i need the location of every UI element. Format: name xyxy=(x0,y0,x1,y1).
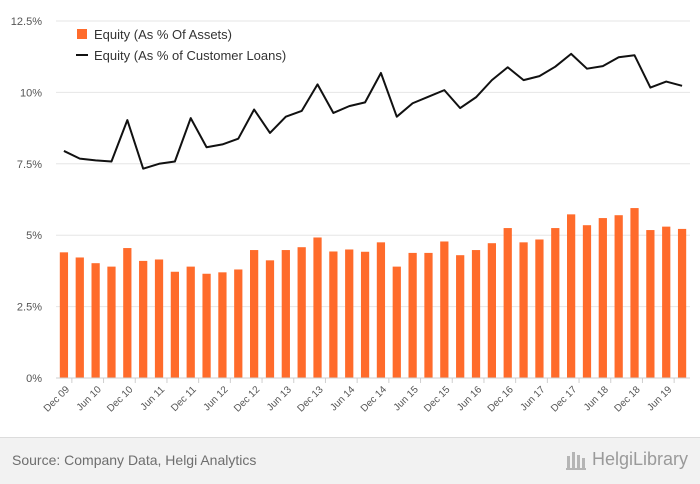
bar[interactable] xyxy=(424,252,433,378)
y-tick-label: 0% xyxy=(26,373,42,385)
x-tick-label: Dec 14 xyxy=(359,384,389,414)
y-tick-label: 10% xyxy=(20,87,42,99)
x-tick-label: Jun 10 xyxy=(75,384,104,413)
bar-series xyxy=(59,208,687,378)
source-text: Source: Company Data, Helgi Analytics xyxy=(12,452,257,468)
bar[interactable] xyxy=(456,255,465,378)
bar[interactable] xyxy=(202,273,211,378)
bar[interactable] xyxy=(91,263,100,378)
bar[interactable] xyxy=(630,208,639,378)
bar[interactable] xyxy=(250,250,259,378)
x-tick-label: Dec 17 xyxy=(549,384,579,414)
x-tick-label: Dec 13 xyxy=(295,384,325,414)
legend-label-line[interactable]: Equity (As % of Customer Loans) xyxy=(94,48,286,63)
bar[interactable] xyxy=(265,260,275,378)
brand-logo[interactable]: HelgiLibrary xyxy=(565,448,688,470)
x-tick-label: Dec 12 xyxy=(232,384,262,414)
brand-name: HelgiLibrary xyxy=(591,448,688,469)
bar[interactable] xyxy=(329,251,338,378)
bar[interactable] xyxy=(107,266,116,378)
bar[interactable] xyxy=(376,242,386,378)
x-tick-label: Dec 16 xyxy=(486,384,516,414)
x-tick-label: Jun 12 xyxy=(202,384,231,413)
bar[interactable] xyxy=(519,242,528,378)
bar[interactable] xyxy=(75,257,84,378)
bar[interactable] xyxy=(471,250,481,378)
y-tick-label: 12.5% xyxy=(11,16,42,28)
bar[interactable] xyxy=(535,239,544,378)
x-tick-label: Jun 19 xyxy=(645,384,674,413)
chart: 0%2.5%5%7.5%10%12.5% Dec 09 Jun 10 Dec 10 J… xyxy=(11,16,690,415)
bar[interactable] xyxy=(392,266,401,378)
bar[interactable] xyxy=(234,269,243,378)
footer: Source: Company Data, Helgi Analytics He… xyxy=(0,437,700,484)
x-tick-label: Dec 15 xyxy=(422,384,452,414)
bar[interactable] xyxy=(598,218,607,378)
bar[interactable] xyxy=(139,260,148,378)
x-tick-label: Jun 18 xyxy=(582,384,611,413)
x-tick-label: Dec 10 xyxy=(105,384,135,414)
bar[interactable] xyxy=(582,225,592,378)
bar[interactable] xyxy=(313,237,322,378)
bar[interactable] xyxy=(360,251,370,378)
bar[interactable] xyxy=(487,243,496,378)
bar[interactable] xyxy=(297,247,306,378)
x-tick-label: Jun 15 xyxy=(392,384,421,413)
y-tick-label: 2.5% xyxy=(17,302,42,314)
bar[interactable] xyxy=(614,215,623,378)
legend: Equity (As % Of Assets) Equity (As % of … xyxy=(76,27,286,63)
x-axis: Dec 09 Jun 10 Dec 10 Jun 11 Dec 11 Jun 12 Dec … xyxy=(42,377,690,415)
bar[interactable] xyxy=(677,228,687,378)
bar[interactable] xyxy=(567,214,576,378)
legend-label-bar[interactable]: Equity (As % Of Assets) xyxy=(94,27,232,42)
series-line[interactable] xyxy=(63,52,683,170)
x-tick-label: Dec 18 xyxy=(612,384,642,414)
bar[interactable] xyxy=(123,248,132,378)
bar[interactable] xyxy=(440,241,449,378)
bar[interactable] xyxy=(218,272,227,378)
y-axis: 0% 2.5% 5% 7.5% 10% 12.5% xyxy=(11,16,42,385)
x-tick-label: Jun 16 xyxy=(455,384,484,413)
bar[interactable] xyxy=(186,266,195,378)
bar[interactable] xyxy=(408,252,417,378)
y-tick-label: 7.5% xyxy=(17,159,42,171)
bar[interactable] xyxy=(59,252,69,378)
x-tick-label: Jun 17 xyxy=(519,384,548,413)
library-icon xyxy=(565,452,586,470)
x-tick-label: Jun 14 xyxy=(328,384,357,413)
bar[interactable] xyxy=(281,250,290,378)
y-tick-label: 5% xyxy=(26,230,42,242)
bar[interactable] xyxy=(503,228,512,378)
bar[interactable] xyxy=(170,271,179,378)
bar[interactable] xyxy=(662,226,671,378)
bar[interactable] xyxy=(646,230,655,378)
bar[interactable] xyxy=(154,259,164,378)
line-series xyxy=(63,52,683,170)
x-tick-label: Jun 13 xyxy=(265,384,294,413)
legend-swatch-bar xyxy=(77,29,87,39)
gridlines xyxy=(56,20,690,379)
x-tick-label: Jun 11 xyxy=(139,384,168,413)
bar[interactable] xyxy=(345,249,354,378)
x-tick-label: Dec 11 xyxy=(169,384,199,414)
x-tick-label: Dec 09 xyxy=(42,384,72,414)
bar[interactable] xyxy=(551,228,560,378)
